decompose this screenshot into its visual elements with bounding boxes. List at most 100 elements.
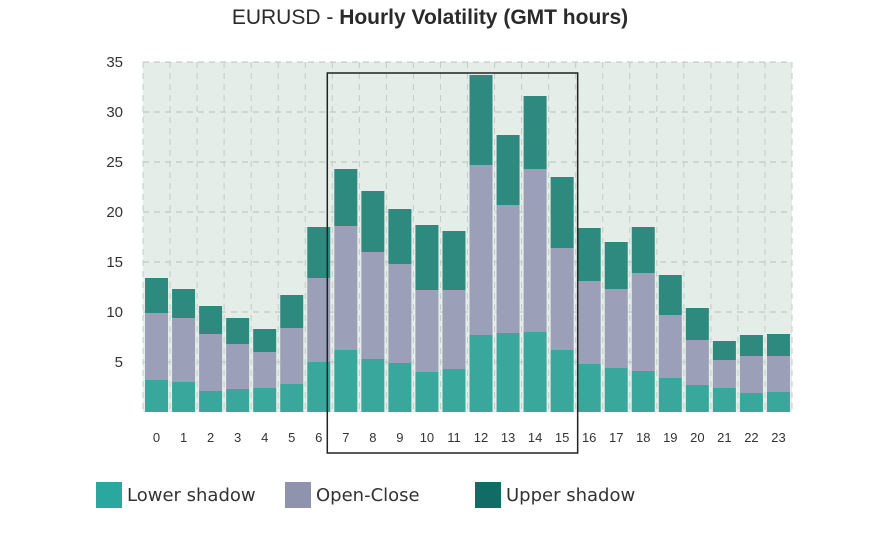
- bar-upper-shadow-23: [766, 334, 790, 356]
- bar-open-close-20: [685, 340, 709, 385]
- x-tick-label-11: 11: [447, 430, 461, 445]
- bar-lower-shadow-21: [712, 388, 736, 412]
- x-tick-label-23: 23: [771, 430, 785, 445]
- y-tick-label-5: 5: [115, 354, 123, 371]
- bar-open-close-3: [226, 344, 250, 389]
- y-tick-label-15: 15: [106, 254, 123, 271]
- bar-open-close-21: [712, 360, 736, 388]
- bar-lower-shadow-20: [685, 385, 709, 412]
- bar-lower-shadow-17: [604, 368, 628, 412]
- bar-upper-shadow-17: [604, 242, 628, 289]
- bar-upper-shadow-16: [577, 228, 601, 281]
- bar-lower-shadow-9: [388, 363, 412, 412]
- x-tick-label-4: 4: [261, 430, 268, 445]
- x-tick-label-22: 22: [744, 430, 758, 445]
- x-tick-label-8: 8: [369, 430, 376, 445]
- bar-upper-shadow-7: [334, 169, 358, 226]
- bar-lower-shadow-19: [658, 378, 682, 412]
- highlight-box: [326, 72, 579, 454]
- bar-upper-shadow-21: [712, 341, 736, 360]
- bar-open-close-0: [145, 313, 169, 380]
- bar-upper-shadow-19: [658, 275, 682, 315]
- x-tick-label-20: 20: [690, 430, 704, 445]
- legend-swatch-upper-shadow: [475, 482, 501, 508]
- x-tick-label-18: 18: [636, 430, 650, 445]
- bar-open-close-12: [469, 165, 493, 335]
- bar-open-close-18: [631, 273, 655, 371]
- bar-open-close-19: [658, 315, 682, 378]
- bar-upper-shadow-9: [388, 209, 412, 264]
- bar-upper-shadow-22: [739, 335, 763, 356]
- legend-label-upper-shadow: Upper shadow: [506, 484, 636, 506]
- y-tick-label-35: 35: [106, 54, 123, 71]
- y-tick-label-30: 30: [106, 104, 123, 121]
- bar-open-close-17: [604, 289, 628, 368]
- legend-item-upper-shadow[interactable]: Upper shadow: [475, 478, 635, 512]
- bar-upper-shadow-8: [361, 191, 385, 252]
- bar-lower-shadow-0: [145, 380, 169, 412]
- bar-lower-shadow-18: [631, 371, 655, 412]
- legend-label-open-close: Open-Close: [316, 484, 420, 506]
- bar-open-close-6: [307, 278, 331, 362]
- bar-upper-shadow-18: [631, 227, 655, 273]
- x-tick-label-13: 13: [501, 430, 515, 445]
- bar-upper-shadow-2: [199, 306, 223, 334]
- bar-upper-shadow-11: [442, 231, 466, 290]
- bar-lower-shadow-15: [550, 350, 574, 412]
- bar-lower-shadow-5: [280, 384, 304, 412]
- bar-lower-shadow-13: [496, 333, 520, 412]
- bar-lower-shadow-16: [577, 364, 601, 412]
- x-tick-label-1: 1: [180, 430, 187, 445]
- bar-open-close-11: [442, 290, 466, 369]
- bar-upper-shadow-12: [469, 75, 493, 165]
- bar-lower-shadow-1: [172, 382, 196, 412]
- bar-open-close-2: [199, 334, 223, 391]
- bar-upper-shadow-15: [550, 177, 574, 248]
- bar-upper-shadow-5: [280, 295, 304, 328]
- bar-upper-shadow-3: [226, 318, 250, 344]
- x-tick-label-19: 19: [663, 430, 677, 445]
- bar-upper-shadow-13: [496, 135, 520, 205]
- bar-open-close-8: [361, 252, 385, 359]
- x-tick-label-5: 5: [288, 430, 295, 445]
- legend-label-lower-shadow: Lower shadow: [127, 484, 256, 506]
- bar-lower-shadow-7: [334, 350, 358, 412]
- x-tick-label-21: 21: [717, 430, 731, 445]
- bar-upper-shadow-20: [685, 308, 709, 340]
- y-tick-label-10: 10: [106, 304, 123, 321]
- chart-title-prefix: EURUSD -: [231, 6, 340, 29]
- x-tick-label-3: 3: [234, 430, 241, 445]
- legend-item-open-close[interactable]: Open-Close: [285, 478, 420, 512]
- legend-item-lower-shadow[interactable]: Lower shadow: [96, 478, 256, 512]
- bar-lower-shadow-10: [415, 372, 439, 412]
- bar-upper-shadow-1: [172, 289, 196, 318]
- bar-open-close-16: [577, 281, 601, 364]
- bar-open-close-14: [523, 169, 547, 332]
- bar-open-close-7: [334, 226, 358, 350]
- x-tick-label-12: 12: [474, 430, 488, 445]
- x-tick-label-16: 16: [582, 430, 596, 445]
- bar-open-close-23: [766, 356, 790, 392]
- bar-lower-shadow-11: [442, 369, 466, 412]
- bar-open-close-5: [280, 328, 304, 384]
- x-tick-label-15: 15: [555, 430, 569, 445]
- bar-upper-shadow-14: [523, 96, 547, 169]
- bar-lower-shadow-2: [199, 391, 223, 412]
- x-tick-label-6: 6: [315, 430, 322, 445]
- bar-lower-shadow-8: [361, 359, 385, 412]
- bar-upper-shadow-4: [253, 329, 277, 352]
- bar-lower-shadow-3: [226, 389, 250, 412]
- chart-title: EURUSD - Hourly Volatility (GMT hours): [0, 6, 860, 30]
- bar-open-close-10: [415, 290, 439, 372]
- bar-lower-shadow-14: [523, 332, 547, 412]
- bar-open-close-9: [388, 264, 412, 363]
- x-tick-label-17: 17: [609, 430, 623, 445]
- bar-open-close-15: [550, 248, 574, 350]
- x-tick-label-2: 2: [207, 430, 214, 445]
- bar-open-close-13: [496, 205, 520, 333]
- bar-lower-shadow-4: [253, 388, 277, 412]
- bar-lower-shadow-23: [766, 392, 790, 412]
- bar-upper-shadow-0: [145, 278, 169, 313]
- x-tick-label-10: 10: [420, 430, 434, 445]
- x-tick-label-14: 14: [528, 430, 542, 445]
